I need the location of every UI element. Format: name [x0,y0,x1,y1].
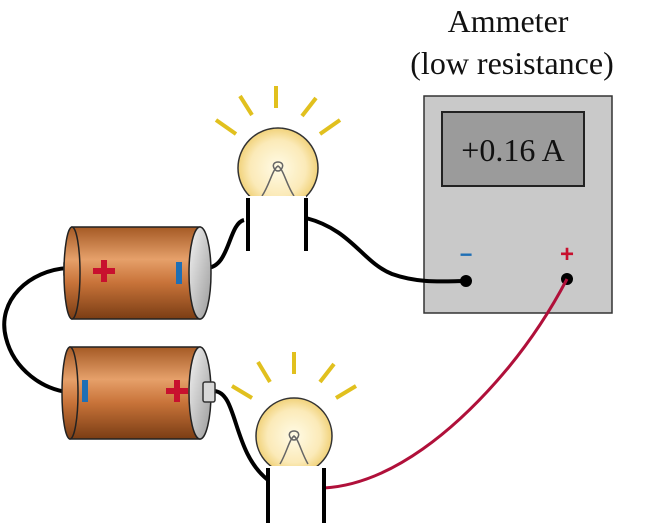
ammeter-title: Ammeter [448,3,569,39]
ammeter-subtitle: (low resistance) [410,45,613,81]
minus-sign-icon [176,262,182,284]
minus-sign-icon [82,380,88,402]
wire-bottom-bulb-to-ammeter [323,278,569,490]
minus-sign-icon: − [460,242,473,267]
plus-sign-icon: + [560,241,574,268]
wire-battery-to-bottom-bulb [213,389,270,482]
ammeter-reading: +0.16 A [461,132,564,168]
light-bulb-icon [214,86,342,251]
wire-top-bulb-to-ammeter [305,216,467,284]
plus-sign-icon [174,380,180,402]
wire-between-batteries [2,266,69,394]
ammeter-display [441,111,585,187]
battery-icon [63,226,212,320]
battery-icon [61,346,216,440]
plus-sign-icon [101,260,107,282]
ammeter-icon: +0.16 A − + [423,95,613,314]
light-bulb-icon [230,352,358,523]
wire-battery-to-top-bulb [205,218,245,270]
